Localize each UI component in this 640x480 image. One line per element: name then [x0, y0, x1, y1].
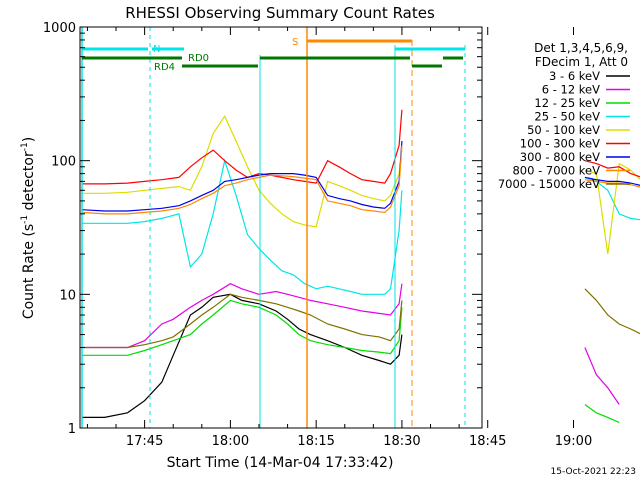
- x-axis-label: Start Time (14-Mar-04 17:33:42): [167, 455, 394, 471]
- legend: Det 1,3,4,5,6,9, FDecim 1, Att 0 3 - 6 k…: [498, 41, 630, 191]
- y-tick-label: 10: [59, 288, 76, 303]
- x-tick-label: 17:45: [126, 434, 163, 449]
- legend-header-line2: FDecim 1, Att 0: [535, 55, 628, 69]
- legend-entry-label: 300 - 800 keV: [520, 150, 600, 164]
- series-line-3: [81, 299, 620, 424]
- plot-area: [81, 109, 640, 424]
- flag-label-rd4: RD4: [154, 62, 175, 73]
- x-tick-label: 19:00: [555, 434, 592, 449]
- series-line-5: [81, 114, 640, 255]
- x-tick-label: 18:15: [297, 434, 334, 449]
- status-flags: N RD0 RD4 S: [81, 27, 466, 428]
- series-line-8: [81, 145, 640, 215]
- x-tick-label: 18:45: [469, 434, 506, 449]
- series-line-7: [81, 141, 640, 212]
- series-line-9: [81, 288, 640, 349]
- y-axis-ticks: 1 10 100 1000: [43, 21, 482, 437]
- legend-entry-label: 25 - 50 keV: [534, 110, 600, 124]
- y-tick-label: 1000: [43, 21, 76, 36]
- y-tick-label: 100: [51, 155, 76, 170]
- flag-label-rd0: RD0: [188, 53, 209, 64]
- x-axis-ticks: 17:45 18:00 18:15 18:30 18:45 19:00: [86, 27, 592, 449]
- y-tick-label: 1: [68, 422, 76, 437]
- flag-label-s: S: [292, 37, 298, 48]
- series-line-2: [81, 283, 620, 405]
- legend-entry-label: 50 - 100 keV: [527, 123, 600, 137]
- series-line-1: [81, 293, 403, 418]
- y-axis-label: Count Rate (s-1 detector-1): [20, 137, 37, 319]
- plot-frame: [79, 26, 483, 429]
- timestamp: 15-Oct-2021 22:23: [551, 467, 636, 477]
- legend-entry-label: 6 - 12 keV: [542, 83, 600, 97]
- legend-entry-label: 7000 - 15000 keV: [498, 177, 600, 191]
- legend-entry-label: 100 - 300 keV: [520, 137, 600, 151]
- flag-label-n: N: [153, 44, 160, 55]
- x-tick-label: 18:00: [212, 434, 249, 449]
- legend-entry-label: 3 - 6 keV: [549, 69, 600, 83]
- legend-entry-label: 12 - 25 keV: [534, 96, 600, 110]
- legend-header-line1: Det 1,3,4,5,6,9,: [534, 41, 628, 55]
- x-tick-label: 18:30: [383, 434, 420, 449]
- legend-entry-label: 800 - 7000 keV: [512, 164, 600, 178]
- chart-title: RHESSI Observing Summary Count Rates: [125, 4, 435, 22]
